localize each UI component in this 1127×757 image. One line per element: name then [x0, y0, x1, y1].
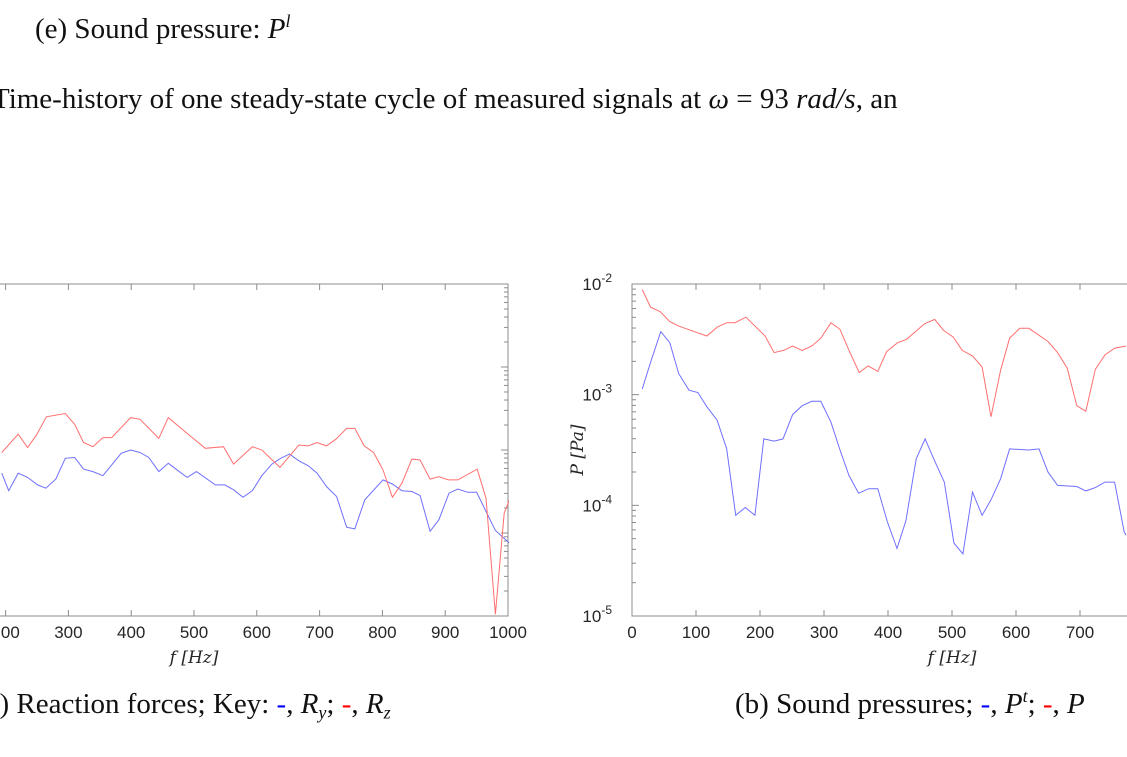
header-caption: (e) Sound pressure: Pl	[35, 12, 290, 45]
series-group	[1, 412, 509, 615]
caption-unit: rad/s	[796, 83, 856, 115]
legend-p: P	[1067, 688, 1085, 720]
subcaption-a-text: (a) Reaction forces; Key:	[0, 688, 277, 720]
x-tick-label: 500	[938, 623, 966, 642]
series-line-red	[641, 289, 1127, 417]
sub: y	[318, 702, 327, 723]
sep: ,	[351, 688, 366, 720]
y-tick-label: 10-3	[582, 382, 612, 405]
x-tick-label: 900	[431, 623, 459, 642]
y-tick-base: 10	[582, 607, 601, 626]
legend-red-dash: -	[341, 688, 352, 720]
header-caption-sup: l	[285, 11, 291, 32]
chart-reaction-forces: 200 300 400 500 600 700 800 900 1000 f [Hz]	[0, 283, 527, 668]
x-tick-label: 400	[874, 623, 902, 642]
header-caption-text: (e) Sound pressure:	[35, 13, 268, 45]
x-tick-label: 700	[1066, 623, 1094, 642]
y-tick-base: 10	[582, 496, 601, 515]
y-tick-label: 10-2	[582, 271, 612, 294]
x-tick-label: 500	[180, 623, 208, 642]
subcaption-b-text: (b) Sound pressures;	[735, 688, 981, 720]
x-tick-label: 300	[810, 623, 838, 642]
legend-red-dash: -	[1042, 688, 1053, 720]
y-tick-exp: -3	[601, 382, 612, 396]
sep: ,	[990, 688, 1005, 720]
series-group	[641, 289, 1127, 556]
sup: t	[1022, 686, 1028, 707]
x-axis-label: f [Hz]	[168, 648, 219, 668]
series-line-blue	[1, 449, 509, 544]
plot-area	[631, 283, 1127, 617]
x-tick-label: 0	[627, 623, 636, 642]
series-line-red	[1, 412, 509, 615]
legend-ry: R	[300, 688, 319, 720]
subcaption-b: (b) Sound pressures; -, Pt; -, P	[735, 687, 1085, 720]
y-tick-exp: -5	[601, 603, 612, 617]
x-tick-label: 200	[0, 623, 20, 642]
header-caption-symbol: P	[267, 13, 286, 45]
caption-eq: = 93	[728, 83, 797, 115]
x-tick-label: 800	[368, 623, 396, 642]
x-tick-label: 1000	[489, 623, 527, 642]
legend-rz: R	[365, 688, 384, 720]
sep: ,	[286, 688, 301, 720]
sep: ,	[1052, 688, 1068, 720]
x-tick-label: 100	[682, 623, 710, 642]
series-line-blue	[641, 330, 1127, 556]
legend-blue-dash: -	[276, 688, 287, 720]
y-axis-label: P [Pa]	[568, 424, 588, 476]
legend-blue-dash: -	[980, 688, 991, 720]
x-tick-label: 400	[117, 623, 145, 642]
sep: ;	[326, 688, 342, 720]
y-tick-label: 10-5	[582, 603, 612, 626]
caption-text-end: , an	[855, 83, 898, 115]
y-tick-exp: -2	[601, 271, 612, 285]
x-tick-label: 600	[1002, 623, 1030, 642]
y-tick-label: 10-4	[582, 492, 612, 515]
subcaption-a: (a) Reaction forces; Key: -, Ry; -, Rz	[0, 688, 391, 723]
x-tick-label: 200	[746, 623, 774, 642]
legend-pt: P	[1004, 688, 1023, 720]
caption-omega: ω	[708, 83, 729, 115]
x-tick-label: 700	[305, 623, 333, 642]
x-tick-label: 300	[54, 623, 82, 642]
x-axis-label: f [Hz]	[926, 648, 977, 668]
figure-caption: Time-history of one steady-state cycle o…	[0, 85, 898, 114]
sub: z	[383, 702, 391, 723]
y-tick-base: 10	[582, 275, 601, 294]
x-tick-label: 600	[243, 623, 271, 642]
sep: ;	[1027, 688, 1043, 720]
chart-sound-pressures: 01002003004005006007008009001000f [Hz]10…	[568, 271, 1127, 668]
plot-area	[0, 283, 509, 617]
y-tick-base: 10	[582, 386, 601, 405]
caption-text: Time-history of one steady-state cycle o…	[0, 83, 709, 115]
y-tick-exp: -4	[601, 492, 612, 506]
